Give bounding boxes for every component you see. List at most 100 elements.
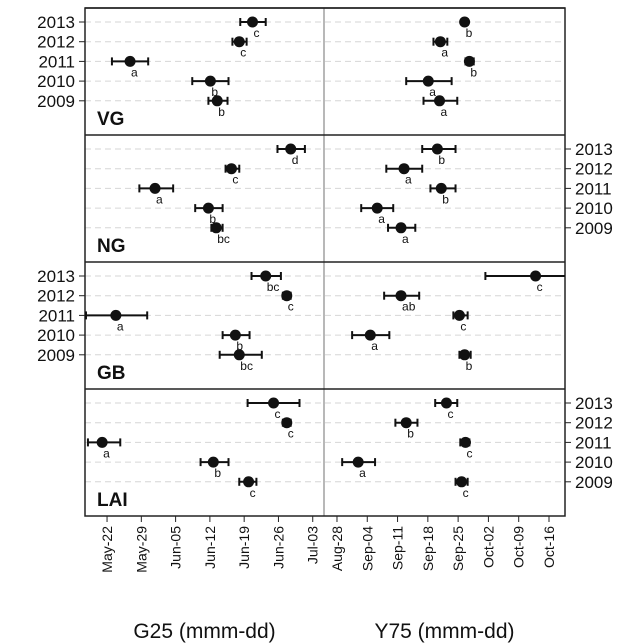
group-letter: b: [218, 105, 225, 119]
point: [456, 476, 468, 488]
point: [431, 143, 443, 155]
x-tick-label: Oct-09: [511, 526, 527, 568]
point: [371, 202, 383, 214]
point: [233, 349, 245, 361]
group-letter: a: [131, 65, 138, 79]
x-tick-label: Jul-03: [305, 526, 321, 564]
point: [210, 222, 222, 234]
point: [281, 417, 293, 429]
group-letter: b: [442, 192, 449, 206]
y-tick-label: 2010: [37, 326, 75, 345]
point: [453, 309, 465, 321]
point: [149, 182, 161, 194]
x-axis-title: Y75 (mmm-dd): [374, 620, 514, 643]
y-tick-label: 2012: [575, 160, 613, 179]
point: [395, 222, 407, 234]
group-letter: a: [359, 466, 366, 480]
group-letter: b: [466, 26, 473, 40]
point: [260, 270, 272, 282]
plot-frame: [84, 7, 566, 517]
x-tick-label: Oct-02: [480, 526, 496, 568]
x-tick-label: Sep-18: [420, 526, 436, 571]
point: [96, 436, 108, 448]
group-letter: a: [156, 192, 163, 206]
panel-label: VG: [97, 109, 124, 130]
point: [233, 36, 245, 48]
panel: d c a bbc: [138, 143, 306, 246]
group-letter: bc: [267, 280, 280, 294]
point: [434, 36, 446, 48]
x-axis-title: G25 (mmm-dd): [133, 620, 275, 643]
group-letter: c: [463, 486, 469, 500]
y-tick-label: 2009: [575, 219, 613, 238]
group-letter: c: [250, 486, 256, 500]
x-tick-label: Sep-11: [390, 526, 406, 570]
y-tick-label: 2013: [575, 394, 613, 413]
group-letter: c: [460, 319, 466, 333]
x-tick-label: Sep-25: [450, 526, 466, 571]
point: [395, 290, 407, 302]
y-tick-label: 2012: [37, 33, 75, 52]
y-tick-label: 2010: [575, 199, 613, 218]
panel-label: NG: [97, 236, 126, 257]
x-tick-label: Sep-04: [359, 526, 375, 571]
group-letter: c: [253, 26, 259, 40]
group-letter: a: [402, 232, 409, 246]
y-tick-label: 2009: [37, 92, 75, 111]
y-tick-label: 2012: [575, 414, 613, 433]
x-tick-label: Jun-05: [168, 526, 184, 569]
group-letter: d: [292, 153, 299, 167]
group-letter: b: [470, 65, 477, 79]
y-tick-label: 2011: [575, 179, 612, 198]
point: [202, 202, 214, 214]
point: [459, 16, 471, 28]
y-tick-label: 2011: [575, 433, 612, 452]
point: [204, 75, 216, 87]
group-letter: ab: [402, 300, 416, 314]
group-letter: c: [232, 173, 238, 187]
y-tick-label: 2013: [37, 267, 75, 286]
x-tick-label: Oct-16: [541, 526, 557, 568]
panel-label: GB: [97, 363, 126, 384]
group-letter: a: [371, 339, 378, 353]
group-letter: c: [537, 280, 543, 294]
panel-label: LAI: [97, 490, 128, 511]
group-letter: bc: [217, 232, 230, 246]
group-letter: c: [288, 427, 294, 441]
x-tick-label: Jun-19: [236, 526, 252, 569]
point: [530, 270, 542, 282]
point: [229, 329, 241, 341]
y-tick-label: 2011: [38, 306, 75, 325]
point: [440, 397, 452, 409]
group-letter: a: [103, 446, 110, 460]
point: [459, 349, 471, 361]
point: [110, 309, 122, 321]
point: [422, 75, 434, 87]
x-tick-label: Jun-12: [202, 526, 218, 569]
point: [352, 456, 364, 468]
group-letter: c: [275, 407, 281, 421]
x-tick-label: May-29: [133, 526, 149, 573]
panel: b a b a a: [360, 143, 457, 246]
group-letter: c: [240, 46, 246, 60]
point: [364, 329, 376, 341]
panel: c b c a c: [341, 397, 472, 500]
group-letter: a: [378, 212, 385, 226]
group-letter: a: [117, 319, 124, 333]
group-letter: a: [405, 173, 412, 187]
point: [211, 95, 223, 107]
point: [225, 163, 237, 175]
y-tick-label: 2013: [37, 13, 75, 32]
point: [459, 436, 471, 448]
group-letter: b: [214, 466, 221, 480]
point: [281, 290, 293, 302]
point: [435, 182, 447, 194]
x-tick-label: Aug-28: [329, 526, 345, 571]
x-tick-label: May-22: [99, 526, 115, 573]
group-letter: b: [438, 153, 445, 167]
